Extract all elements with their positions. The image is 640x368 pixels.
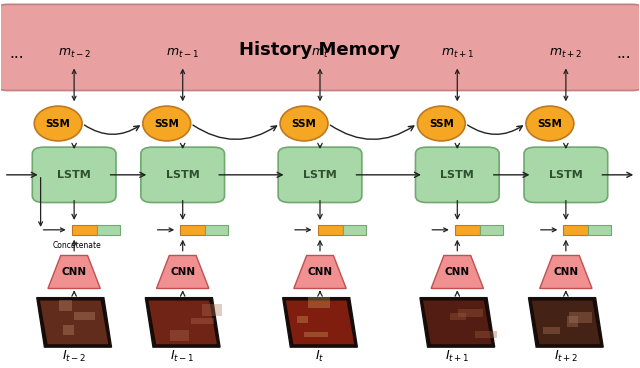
FancyBboxPatch shape <box>317 225 342 235</box>
Polygon shape <box>450 313 465 321</box>
Text: $m_{t-2}$: $m_{t-2}$ <box>58 47 91 60</box>
Polygon shape <box>458 309 483 317</box>
Polygon shape <box>294 255 346 289</box>
FancyArrowPatch shape <box>330 125 414 139</box>
Text: SSM: SSM <box>429 118 454 128</box>
Polygon shape <box>423 301 492 344</box>
Polygon shape <box>304 332 328 337</box>
Polygon shape <box>286 301 354 344</box>
Polygon shape <box>59 300 72 311</box>
Text: $m_t$: $m_t$ <box>311 47 329 60</box>
Polygon shape <box>202 304 222 315</box>
Polygon shape <box>191 318 214 324</box>
Polygon shape <box>63 325 74 335</box>
Polygon shape <box>308 297 330 308</box>
Ellipse shape <box>526 106 574 141</box>
Text: CNN: CNN <box>445 267 470 277</box>
Polygon shape <box>157 255 209 289</box>
FancyArrowPatch shape <box>193 125 276 139</box>
Polygon shape <box>148 301 217 344</box>
Text: LSTM: LSTM <box>440 170 474 180</box>
Ellipse shape <box>417 106 465 141</box>
FancyBboxPatch shape <box>97 225 120 235</box>
Text: LSTM: LSTM <box>549 170 583 180</box>
FancyBboxPatch shape <box>563 225 588 235</box>
Text: $I_{t-1}$: $I_{t-1}$ <box>170 349 195 364</box>
Text: $I_t$: $I_t$ <box>316 349 324 364</box>
FancyBboxPatch shape <box>72 225 97 235</box>
Polygon shape <box>431 255 483 289</box>
FancyBboxPatch shape <box>455 225 480 235</box>
FancyArrowPatch shape <box>468 125 522 134</box>
Polygon shape <box>74 312 95 320</box>
Text: SSM: SSM <box>154 118 179 128</box>
Polygon shape <box>40 301 108 344</box>
FancyBboxPatch shape <box>278 147 362 202</box>
Text: $I_{t+2}$: $I_{t+2}$ <box>554 349 578 364</box>
Text: ...: ... <box>616 46 630 61</box>
Polygon shape <box>283 298 357 347</box>
FancyBboxPatch shape <box>205 225 228 235</box>
Text: Concatenate: Concatenate <box>53 241 102 250</box>
FancyBboxPatch shape <box>180 225 205 235</box>
FancyBboxPatch shape <box>480 225 503 235</box>
Polygon shape <box>476 331 497 338</box>
Text: CNN: CNN <box>170 267 195 277</box>
Text: ...: ... <box>10 46 24 61</box>
Text: $m_{t-1}$: $m_{t-1}$ <box>166 47 199 60</box>
FancyBboxPatch shape <box>141 147 225 202</box>
Text: CNN: CNN <box>554 267 579 277</box>
Polygon shape <box>420 298 495 347</box>
Polygon shape <box>48 255 100 289</box>
Text: History Memory: History Memory <box>239 41 401 59</box>
Polygon shape <box>532 301 600 344</box>
Text: CNN: CNN <box>307 267 333 277</box>
FancyBboxPatch shape <box>415 147 499 202</box>
Text: LSTM: LSTM <box>166 170 200 180</box>
Text: CNN: CNN <box>61 267 86 277</box>
Text: $I_{t+1}$: $I_{t+1}$ <box>445 349 470 364</box>
FancyBboxPatch shape <box>524 147 608 202</box>
Ellipse shape <box>143 106 191 141</box>
Polygon shape <box>297 315 308 323</box>
FancyBboxPatch shape <box>588 225 611 235</box>
Text: $m_{t+2}$: $m_{t+2}$ <box>549 47 582 60</box>
FancyBboxPatch shape <box>342 225 365 235</box>
Polygon shape <box>145 298 220 347</box>
Ellipse shape <box>280 106 328 141</box>
Text: LSTM: LSTM <box>57 170 91 180</box>
Polygon shape <box>567 316 578 327</box>
Text: $I_{t-2}$: $I_{t-2}$ <box>62 349 86 364</box>
Polygon shape <box>540 255 592 289</box>
Text: SSM: SSM <box>292 118 316 128</box>
Polygon shape <box>529 298 604 347</box>
Text: LSTM: LSTM <box>303 170 337 180</box>
Polygon shape <box>543 327 559 334</box>
Text: SSM: SSM <box>45 118 70 128</box>
Polygon shape <box>170 330 189 341</box>
Polygon shape <box>570 312 592 323</box>
Text: $m_{t+1}$: $m_{t+1}$ <box>441 47 474 60</box>
Polygon shape <box>36 298 111 347</box>
FancyBboxPatch shape <box>32 147 116 202</box>
FancyArrowPatch shape <box>84 125 139 134</box>
Ellipse shape <box>34 106 82 141</box>
FancyBboxPatch shape <box>0 4 640 91</box>
Text: SSM: SSM <box>538 118 563 128</box>
